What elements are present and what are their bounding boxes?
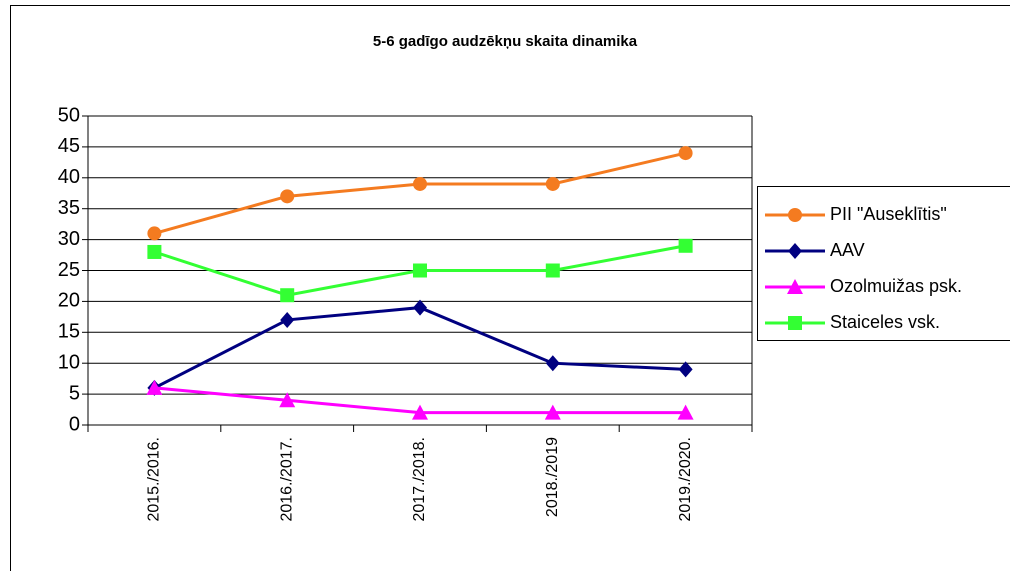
data-point [413,176,427,191]
legend-marker [788,208,802,222]
y-tick-label: 5 [69,382,80,404]
x-tick-label: 2019./2020. [677,437,694,522]
data-point [280,288,295,303]
chart-title: 5-6 gadīgo audzēkņu skaita dinamika [373,33,638,50]
x-tick-label: 2018./2019 [544,437,561,517]
data-point [280,189,295,204]
legend-marker [788,243,802,259]
data-point [544,404,561,420]
legend-label: PII "Auseklītis" [830,204,947,224]
legend-marker [788,316,802,330]
y-tick-label: 20 [58,290,80,312]
data-point [146,379,163,395]
x-tick-label: 2016./2017. [278,437,295,522]
y-tick-label: 45 [58,135,80,157]
data-point [678,238,693,253]
data-point [147,244,162,259]
data-point [678,146,693,161]
data-point [412,404,428,420]
y-tick-label: 50 [58,104,80,126]
data-point [413,299,427,316]
legend-label: Staiceles vsk. [830,312,940,332]
data-point [545,263,560,278]
y-tick-label: 25 [58,259,80,281]
y-tick-label: 10 [58,351,80,373]
data-point [280,311,295,328]
y-tick-label: 40 [58,166,80,188]
data-point [147,226,162,241]
data-point [545,176,560,191]
y-tick-label: 35 [58,197,80,219]
data-point [413,263,427,278]
legend-label: Ozolmuižas psk. [830,276,962,296]
y-tick-label: 15 [58,321,80,343]
legend-label: AAV [830,240,865,260]
data-point [545,355,560,372]
data-point [677,404,694,420]
x-tick-label: 2015./2016. [146,437,163,522]
y-tick-label: 30 [58,228,80,250]
legend-marker [787,279,803,294]
x-tick-label: 2017./2018. [411,437,428,522]
y-tick-label: 0 [69,413,80,435]
data-point [678,361,693,378]
data-point [279,392,296,408]
